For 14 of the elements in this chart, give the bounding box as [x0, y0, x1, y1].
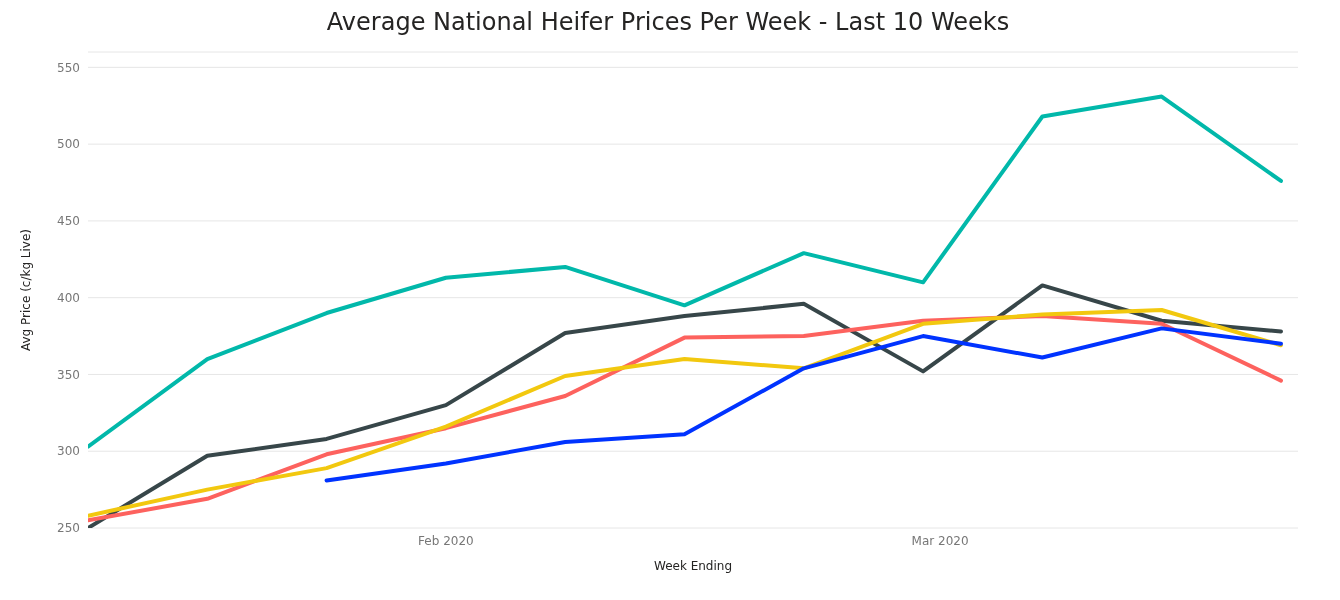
line-series	[324, 326, 1283, 483]
y-tick-label: 450	[57, 214, 80, 229]
y-tick-label: 550	[57, 60, 80, 75]
chart-title: Average National Heifer Prices Per Week - Last 10 Weeks	[325, 8, 1011, 36]
y-tick-label: 250	[57, 521, 80, 536]
y-axis-title: Avg Price (c/kg Live)	[19, 228, 34, 352]
x-tick-label: Mar 2020	[911, 533, 969, 548]
y-tick-label: 400	[57, 290, 80, 305]
y-tick-label: 350	[57, 367, 80, 382]
y-tick-label: 300	[57, 444, 80, 459]
line-series	[88, 94, 1283, 449]
x-tick-label: Feb 2020	[418, 533, 474, 548]
y-tick-label: 500	[57, 137, 80, 152]
x-axis-title: Week Ending	[653, 559, 733, 573]
